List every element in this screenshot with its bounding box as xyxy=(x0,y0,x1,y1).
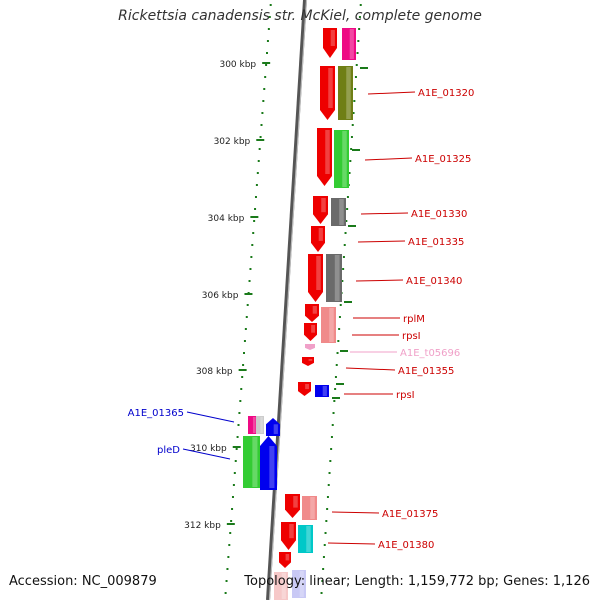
cog-box-bottom-2-shade xyxy=(281,573,286,599)
cog-box-top xyxy=(342,28,356,60)
label-leader xyxy=(367,91,416,95)
gene-arrow-01320 xyxy=(320,66,335,120)
label-leader xyxy=(331,511,380,514)
gene-label: A1E_01355 xyxy=(398,366,454,377)
label-leader xyxy=(360,212,409,215)
gene-arrow-bottom xyxy=(279,552,291,568)
cog-box-01320 xyxy=(338,66,353,120)
gene-arrow-01320-shade xyxy=(328,68,333,108)
cog-box-01365 xyxy=(248,416,257,434)
gene-arrow-top-shade xyxy=(330,30,335,46)
gene-label: A1E_01375 xyxy=(382,509,438,520)
gene-arrow-01325 xyxy=(317,128,332,186)
cog-box-01320-shade xyxy=(346,67,351,119)
gene-features xyxy=(243,28,356,600)
scale-label: 306 kbp xyxy=(202,291,239,301)
label-leader xyxy=(186,411,235,423)
gene-arrow-01355-shade xyxy=(308,359,313,361)
cog-box-bottom-2 xyxy=(274,572,288,600)
scale-label: 310 kbp xyxy=(190,444,227,454)
scale-axis: 300 kbp 302 kbp 304 kbp 306 kbp 308 kbp 310 k… xyxy=(184,60,271,531)
cog-box-rpsI-shade xyxy=(322,386,327,396)
gene-label: A1E_01365 xyxy=(128,408,184,419)
cog-box-01325 xyxy=(334,130,349,188)
gene-label: A1E_01330 xyxy=(411,209,467,220)
scale-label: 302 kbp xyxy=(214,137,251,147)
label-leader xyxy=(357,240,406,243)
gene-label: A1E_01320 xyxy=(418,88,474,99)
scale-label: 300 kbp xyxy=(219,60,256,70)
gene-arrow-01355 xyxy=(302,357,314,366)
map-title: Rickettsia canadensis str. McKiel, compl… xyxy=(118,8,482,24)
gene-arrow-01325-shade xyxy=(325,130,330,174)
gene-arrow-top xyxy=(323,28,337,58)
gene-arrow-01330-shade xyxy=(321,198,326,213)
gene-arrow-01375 xyxy=(285,494,300,518)
label-leader xyxy=(345,367,396,371)
gene-label: A1E_t05696 xyxy=(400,348,460,359)
cog-box-01380 xyxy=(298,525,313,553)
gene-labels: A1E_01320 A1E_01325 A1E_01330 A1E_01335 A1E_… xyxy=(128,88,475,551)
gene-label: A1E_01325 xyxy=(415,154,471,165)
gene-arrow-bottom-shade xyxy=(285,554,290,561)
label-leader xyxy=(182,448,231,460)
cog-box-01340 xyxy=(326,254,342,302)
cog-box-01375-shade xyxy=(310,497,315,519)
gene-arrow-01365-shade xyxy=(273,424,278,434)
cog-box-01365-shade xyxy=(252,417,256,433)
gene-arrow-01335 xyxy=(311,226,325,252)
cog-box-01325-shade xyxy=(342,131,347,187)
gene-label: A1E_01340 xyxy=(406,276,462,287)
gene-arrow-01365 xyxy=(266,418,280,436)
gene-arrow-01340-shade xyxy=(316,256,321,290)
label-leader xyxy=(327,542,376,545)
genome-backbone xyxy=(266,0,308,600)
gene-arrow-01380-shade xyxy=(289,524,294,539)
scale-label: 304 kbp xyxy=(208,214,245,224)
gene-label: rplM xyxy=(403,314,425,325)
gene-label: rpsI xyxy=(402,331,421,342)
cog-box-bottom xyxy=(292,570,306,598)
cog-box-bottom-shade xyxy=(299,571,304,597)
gene-label: pleD xyxy=(157,445,180,456)
gene-label: rpsI xyxy=(396,390,415,401)
gene-arrow-rplM-shade xyxy=(312,306,317,314)
cog-box-rplM xyxy=(321,307,336,343)
accession-text: Accession: NC_009879 xyxy=(9,574,157,589)
gene-arrow-01340 xyxy=(308,254,323,302)
gene-arrow-rpsI-2-shade xyxy=(305,384,310,390)
genome-summary: Topology: linear; Length: 1,159,772 bp; … xyxy=(244,574,590,589)
cog-box-rpsI xyxy=(315,385,329,397)
cog-box-rplM-shade xyxy=(329,308,334,342)
gene-arrow-01375-shade xyxy=(293,496,298,508)
gene-arrow-rpsI-shade xyxy=(311,325,316,333)
cog-box-pleD xyxy=(243,436,260,488)
cog-box-01330 xyxy=(331,198,346,226)
gene-arrow-rplM xyxy=(305,304,319,322)
gene-arrow-01330 xyxy=(313,196,328,224)
cog-box-01330-shade xyxy=(339,199,344,225)
cog-box-01340-shade xyxy=(334,255,340,301)
scale-label: 308 kbp xyxy=(196,367,233,377)
cog-box-01365-b xyxy=(256,416,264,434)
cog-box-01375 xyxy=(302,496,317,520)
cog-box-01380-shade xyxy=(306,526,311,552)
gene-label: A1E_01380 xyxy=(378,540,434,551)
cog-box-01365-b-shade xyxy=(260,417,263,433)
gene-arrow-rpsI-2 xyxy=(298,382,311,396)
gene-arrow-trna xyxy=(305,344,315,350)
gene-arrow-pleD-shade xyxy=(269,446,275,488)
label-leader xyxy=(355,279,404,282)
gene-arrow-01335-shade xyxy=(318,228,323,241)
gene-arrow-01380 xyxy=(281,522,296,550)
cog-box-pleD-shade xyxy=(252,437,258,487)
label-leader xyxy=(364,157,413,161)
gene-label: A1E_01335 xyxy=(408,237,464,248)
cog-box-top-shade xyxy=(349,29,354,59)
scale-label: 312 kbp xyxy=(184,521,221,531)
gene-arrow-pleD xyxy=(260,436,277,490)
gene-arrow-rpsI xyxy=(304,323,317,341)
